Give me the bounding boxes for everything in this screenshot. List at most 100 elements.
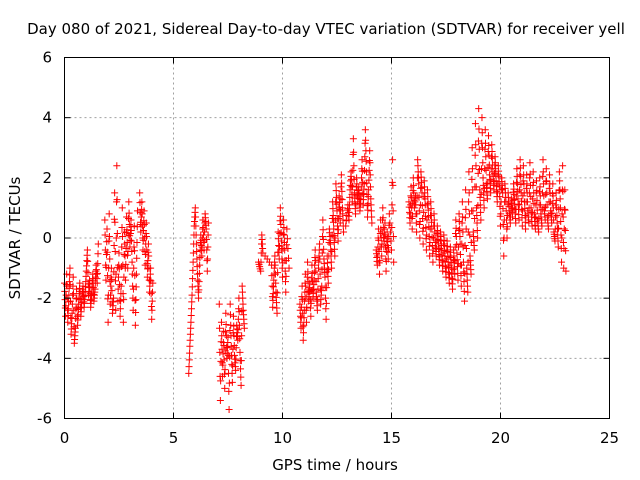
data-point — [465, 198, 473, 206]
data-point — [480, 196, 488, 204]
data-point — [552, 213, 560, 221]
data-point — [329, 205, 337, 213]
data-point — [186, 342, 194, 350]
x-tick-label: 15 — [382, 429, 401, 447]
data-point — [130, 243, 138, 251]
data-point — [143, 260, 151, 268]
data-point — [132, 270, 140, 278]
data-point — [63, 306, 71, 314]
data-point — [326, 240, 334, 248]
data-point — [376, 270, 384, 278]
data-point — [519, 192, 527, 200]
data-point — [104, 272, 112, 280]
data-point — [388, 178, 396, 186]
data-point — [420, 183, 428, 191]
data-point — [473, 211, 481, 219]
data-point — [187, 311, 195, 319]
data-point — [477, 208, 485, 216]
data-point — [133, 223, 141, 231]
data-point — [117, 263, 125, 271]
data-point — [226, 300, 234, 308]
data-point — [302, 318, 310, 326]
data-point — [559, 239, 567, 247]
data-point — [359, 190, 367, 198]
data-point — [539, 156, 547, 164]
data-point — [456, 251, 464, 259]
data-point — [65, 278, 73, 286]
data-point — [545, 184, 553, 192]
data-point — [300, 314, 308, 322]
data-point — [304, 258, 312, 266]
data-point — [439, 267, 447, 275]
data-point — [532, 177, 540, 185]
data-point — [491, 153, 499, 161]
data-point — [142, 219, 150, 227]
data-point — [105, 237, 113, 245]
data-point — [115, 249, 123, 257]
data-point — [386, 228, 394, 236]
data-point — [226, 311, 234, 319]
data-point — [285, 264, 293, 272]
data-point — [217, 357, 225, 365]
data-point — [513, 180, 521, 188]
data-point — [542, 190, 550, 198]
data-point — [430, 216, 438, 224]
data-point — [457, 282, 465, 290]
data-point — [464, 288, 472, 296]
data-point — [110, 242, 118, 250]
data-point — [476, 166, 484, 174]
data-point — [303, 273, 311, 281]
data-point — [195, 278, 203, 286]
data-point — [478, 114, 486, 122]
data-point — [69, 273, 77, 281]
data-point — [270, 276, 278, 284]
data-point — [455, 226, 463, 234]
data-point — [518, 205, 526, 213]
data-point — [216, 324, 224, 332]
data-point — [379, 214, 387, 222]
data-point — [186, 336, 194, 344]
data-point — [462, 205, 470, 213]
data-point — [337, 171, 345, 179]
data-point — [503, 234, 511, 242]
data-point — [219, 361, 227, 369]
data-point — [69, 282, 77, 290]
data-point — [383, 238, 391, 246]
data-point — [472, 162, 480, 170]
data-point — [523, 198, 531, 206]
data-point — [232, 355, 240, 363]
data-point — [67, 314, 75, 322]
data-point — [187, 324, 195, 332]
data-point — [509, 196, 517, 204]
data-point — [107, 264, 115, 272]
data-point — [562, 247, 570, 255]
data-point — [101, 216, 109, 224]
data-point — [526, 159, 534, 167]
data-point — [101, 231, 109, 239]
data-point — [423, 216, 431, 224]
data-point — [315, 252, 323, 260]
data-point — [408, 225, 416, 233]
data-point — [104, 295, 112, 303]
data-point — [329, 211, 337, 219]
data-point — [538, 222, 546, 230]
data-point — [195, 269, 203, 277]
data-point — [423, 186, 431, 194]
data-point — [302, 306, 310, 314]
data-point — [458, 198, 466, 206]
data-point — [124, 264, 132, 272]
data-point — [367, 195, 375, 203]
data-point — [105, 210, 113, 218]
data-point — [222, 328, 230, 336]
data-point — [460, 287, 468, 295]
data-point — [536, 174, 544, 182]
data-point — [93, 269, 101, 277]
data-point — [331, 252, 339, 260]
data-point — [542, 165, 550, 173]
data-point — [298, 293, 306, 301]
data-point — [453, 263, 461, 271]
data-point — [136, 199, 144, 207]
data-point — [311, 257, 319, 265]
data-point — [349, 135, 357, 143]
data-point — [120, 273, 128, 281]
